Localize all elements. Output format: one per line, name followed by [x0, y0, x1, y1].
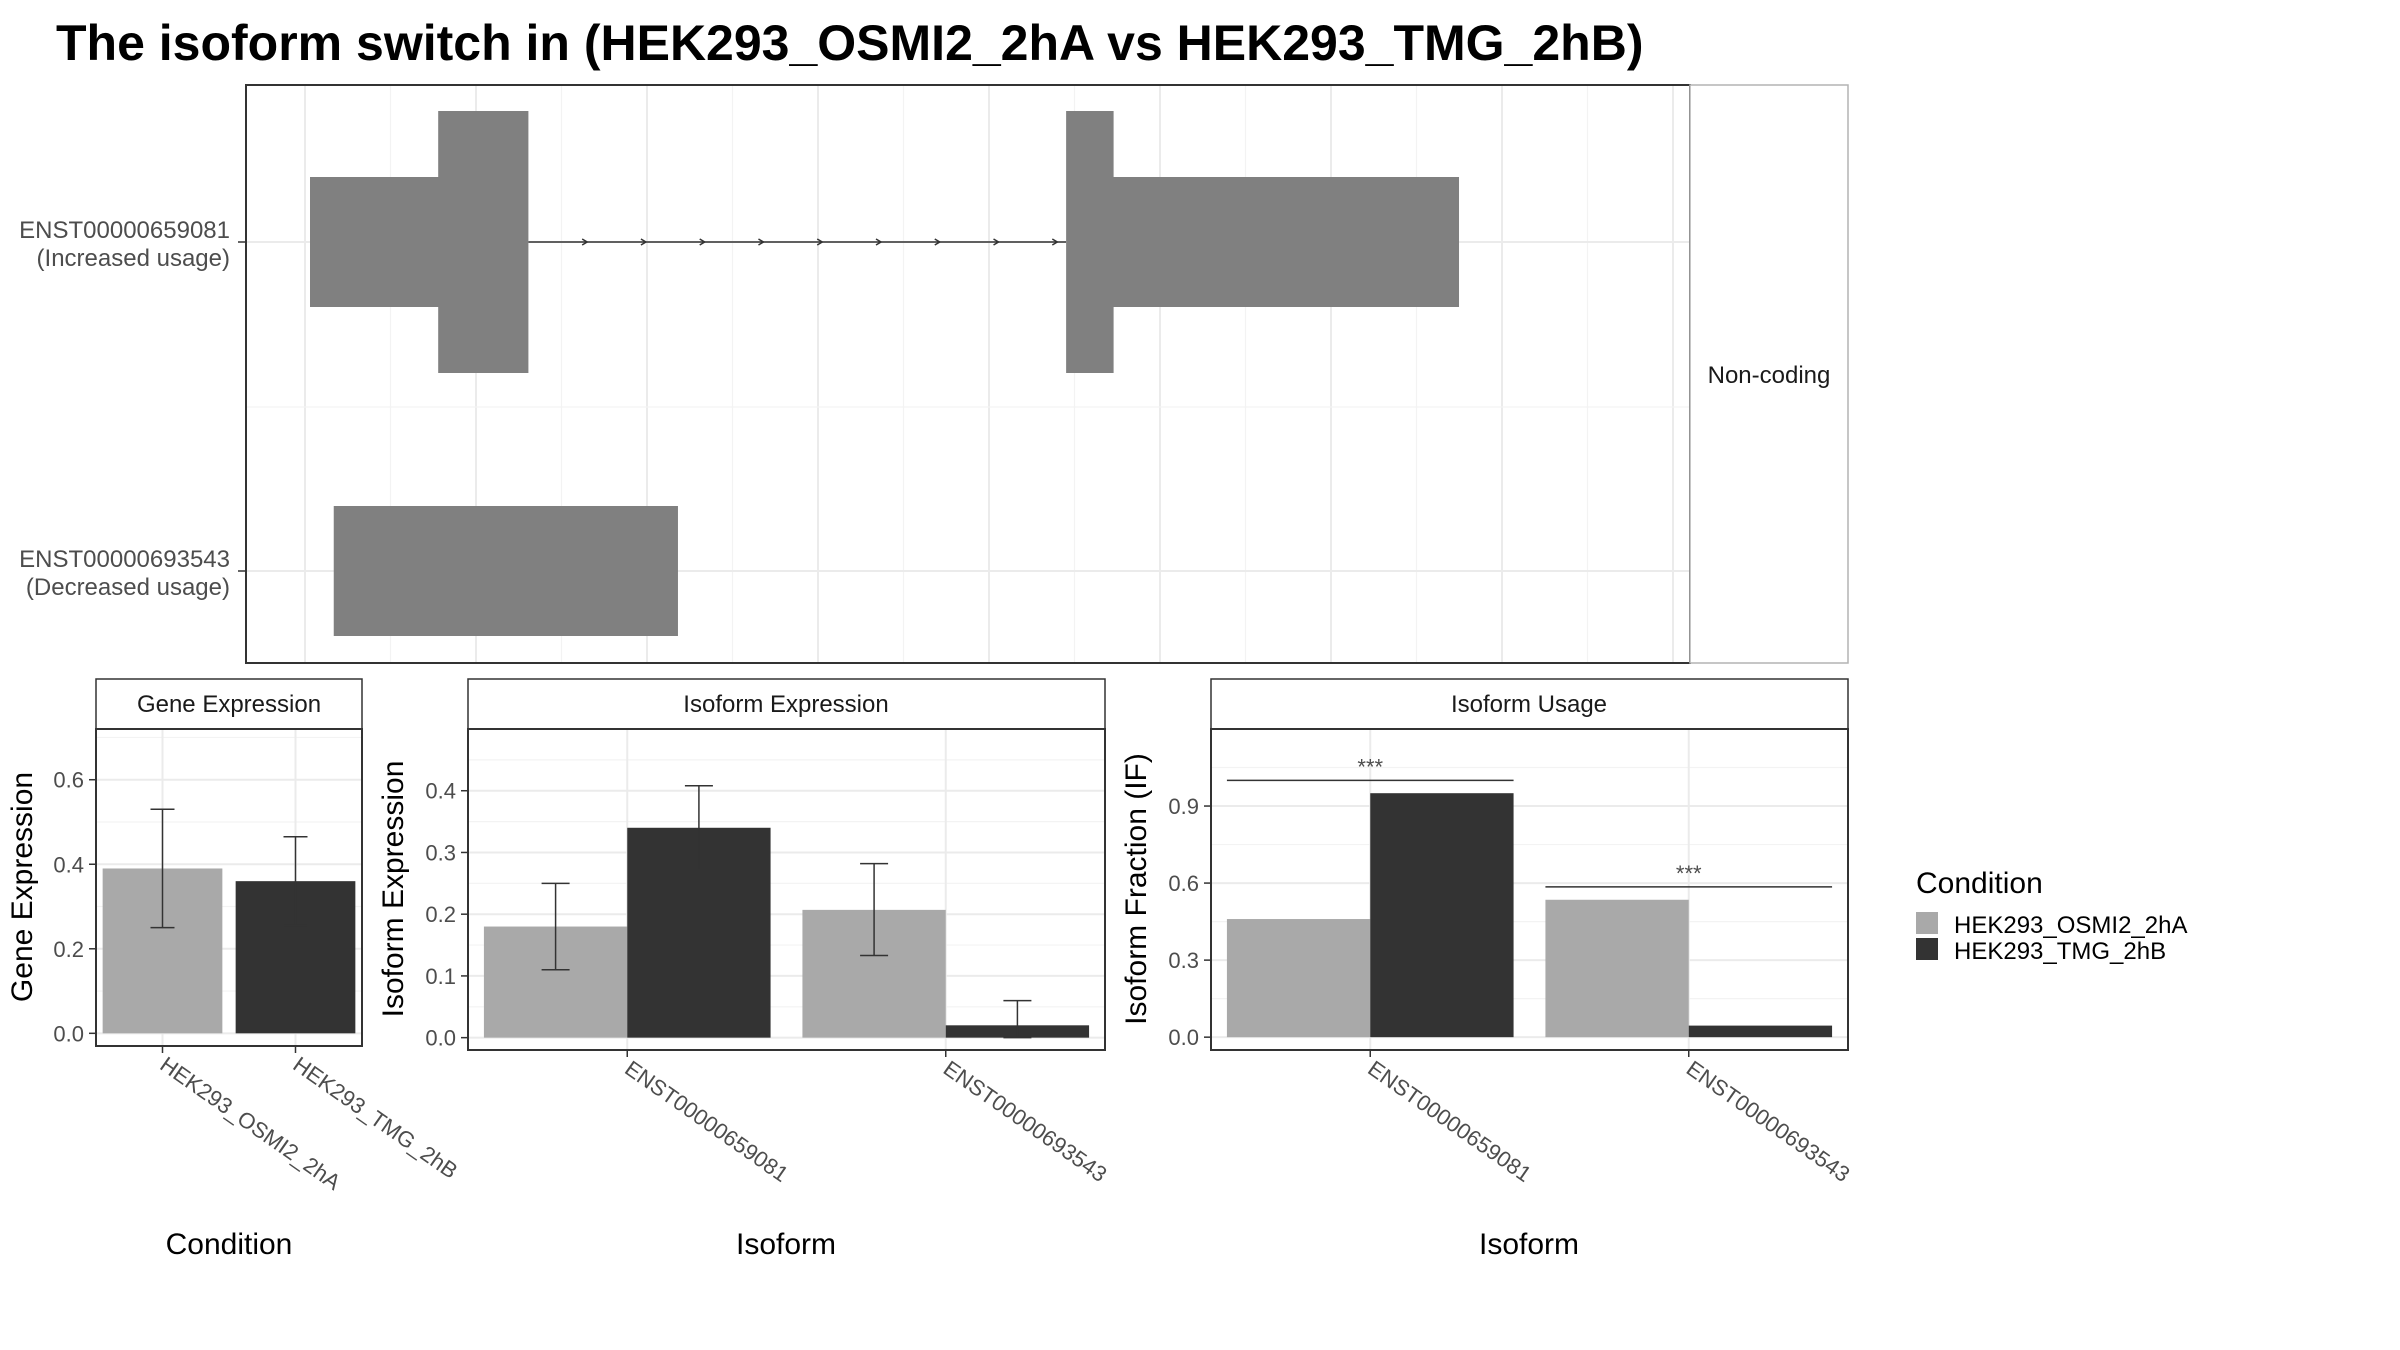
x-axis-tick-label: ENST00000693543 [939, 1056, 1112, 1187]
y-axis-tick-label: 0.0 [425, 1026, 456, 1051]
isoform-usage-strip [1210, 678, 1849, 730]
gene-expression-plot-border [95, 728, 363, 1047]
bar-enst00000659081-hek293_osmi2_2ha [1226, 919, 1371, 1038]
bar-enst00000693543-hek293_tmg_2hb [1688, 1025, 1833, 1038]
intron-arrow [699, 238, 707, 246]
significance-label: *** [1357, 754, 1383, 779]
intron-arrow [816, 238, 824, 246]
bar-enst00000659081-hek293_tmg_2hb [1370, 793, 1514, 1038]
y-axis-tick-label: 0.9 [1168, 794, 1199, 819]
legend-title: Condition [1916, 867, 2043, 900]
transcript-2-exon-block [333, 506, 678, 636]
intron-arrow [934, 238, 942, 246]
condition-legend: Condition HEK293_OSMI2_2hA HEK293_TMG_2h… [1916, 867, 2187, 965]
isoform-usage-chart: Isoform Usage 0.0 0.3 0.6 0.9 *** ENST0000065… [1120, 678, 1855, 1261]
legend-swatch-condition-a [1916, 912, 1938, 934]
intron-arrow [758, 238, 765, 246]
isoform-expression-x-axis-title: Isoform [736, 1228, 836, 1261]
x-axis-tick-label: ENST00000693543 [1682, 1056, 1855, 1187]
y-axis-tick-label: 0.6 [1168, 871, 1199, 896]
significance-label: *** [1676, 861, 1702, 886]
isoform-usage-x-axis-title: Isoform [1479, 1228, 1579, 1261]
transcript-1-cds-block [1066, 111, 1114, 373]
y-axis-tick-label: 0.0 [53, 1021, 84, 1046]
x-axis-tick-label: ENST00000659081 [1363, 1056, 1536, 1187]
transcript-1-cds-block [438, 111, 529, 373]
x-axis-tick-label: ENST00000659081 [620, 1056, 793, 1187]
isoform-usage-y-axis-title: Isoform Fraction (IF) [1120, 753, 1153, 1025]
y-axis-tick-label: 0.4 [425, 779, 456, 804]
intron-arrow [640, 238, 648, 246]
y-axis-tick-label: 0.2 [53, 937, 84, 962]
legend-label-condition-a: HEK293_OSMI2_2hA [1954, 912, 2187, 939]
isoform-expression-strip [467, 678, 1106, 730]
intron-arrow [875, 238, 883, 246]
intron-arrow [581, 238, 589, 246]
y-axis-tick-label: 0.6 [53, 768, 84, 793]
gene-expression-title: Gene Expression [137, 691, 321, 718]
gene-expression-chart: Gene Expression 0.00.20.40.6HEK293_OSMI2… [6, 678, 462, 1261]
y-axis-tick-label: 0.0 [1168, 1025, 1199, 1050]
structure-facet-label: Non-coding [1708, 362, 1831, 389]
transcript-2-id-label: ENST00000693543 [19, 546, 230, 573]
y-axis-tick-label: 0.2 [425, 902, 456, 927]
figure-title: The isoform switch in (HEK293_OSMI2_2hA … [56, 15, 1643, 71]
y-axis-tick-label: 0.4 [53, 852, 84, 877]
structure-facet-strip [1689, 84, 1849, 664]
legend-label-condition-b: HEK293_TMG_2hB [1954, 938, 2166, 965]
transcript-1-id-label: ENST00000659081 [19, 217, 230, 244]
intron-arrow [1051, 238, 1059, 246]
y-axis-tick-label: 0.1 [425, 964, 456, 989]
isoform-expression-plot-border [467, 728, 1106, 1051]
y-axis-tick-label: 0.3 [1168, 948, 1199, 973]
isoform-usage-plot-border [1210, 728, 1849, 1051]
transcript-1-exon-block [310, 177, 441, 307]
isoform-expression-y-axis-title: Isoform Expression [377, 761, 410, 1018]
y-axis-tick-label: 0.3 [425, 840, 456, 865]
isoform-expression-title: Isoform Expression [683, 691, 888, 718]
isoform-expression-chart: Isoform Expression 0.0 0.1 0.2 0.3 0.4 ENST00… [377, 678, 1112, 1261]
transcript-structure-panel: Non-coding ENST00000659081 (Increased us… [19, 84, 1849, 664]
transcript-1-exon-block [1105, 177, 1460, 307]
gene-expression-y-axis-title: Gene Expression [6, 772, 39, 1002]
gene-expression-x-axis-title: Condition [166, 1228, 293, 1261]
intron-arrow [993, 238, 1000, 246]
isoform-usage-title: Isoform Usage [1451, 691, 1607, 718]
legend-swatch-condition-b [1916, 938, 1938, 960]
intron-direction-arrows [581, 238, 1059, 246]
bar-enst00000693543-hek293_osmi2_2ha [1545, 899, 1689, 1038]
transcript-1-status-label: (Increased usage) [37, 245, 230, 272]
transcript-2-status-label: (Decreased usage) [26, 574, 230, 601]
